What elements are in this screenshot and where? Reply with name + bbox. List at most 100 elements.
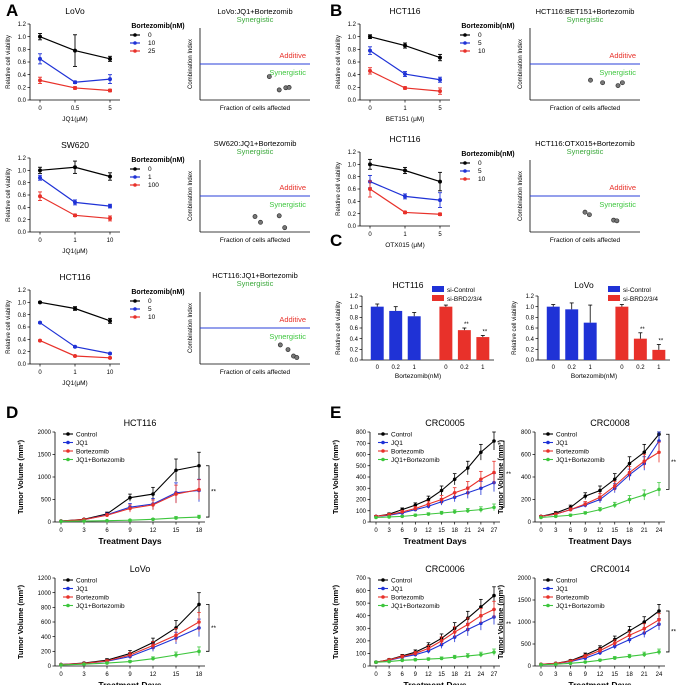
data-point xyxy=(642,626,647,631)
data-point xyxy=(439,488,444,493)
data-point xyxy=(108,355,112,360)
y-tick-label: 0.8 xyxy=(18,181,27,187)
data-point xyxy=(492,593,496,598)
legend-label: Control xyxy=(76,578,98,585)
x-tick-label: 9 xyxy=(128,528,132,534)
data-point xyxy=(400,654,405,659)
legend-label: 0 xyxy=(478,32,482,39)
x-tick-label: 1 xyxy=(73,238,77,244)
data-point xyxy=(73,213,77,218)
legend-swatch xyxy=(608,286,620,292)
x-tick-label: 1 xyxy=(403,106,407,112)
significance-bracket xyxy=(501,595,505,653)
data-point xyxy=(387,515,391,519)
x-tick-label: 0 xyxy=(38,106,42,112)
x-tick-label: 24 xyxy=(478,528,485,534)
y-tick-label: 100 xyxy=(356,652,367,658)
data-point xyxy=(151,492,155,496)
additive-label: Additive xyxy=(279,183,306,192)
series-line xyxy=(375,506,495,519)
data-point xyxy=(151,517,155,522)
data-point xyxy=(426,497,431,502)
y-tick-label: 200 xyxy=(356,639,367,645)
x-axis-label: Treatment Days xyxy=(98,680,162,685)
data-point xyxy=(439,656,444,661)
data-point xyxy=(583,660,588,664)
legend-marker xyxy=(546,457,550,462)
legend-marker xyxy=(66,449,70,453)
data-point xyxy=(439,639,444,643)
y-tick-label: 0 xyxy=(363,520,367,526)
x-tick-label: 3 xyxy=(82,672,86,678)
data-point xyxy=(642,652,647,657)
data-point xyxy=(657,487,661,492)
y-tick-label: 0.2 xyxy=(348,212,357,218)
x-tick-label: 1 xyxy=(403,232,407,238)
chart-title: HCT116:OTX015+Bortezomib xyxy=(535,139,635,148)
data-point xyxy=(539,662,543,667)
ci-point xyxy=(588,77,593,83)
data-point xyxy=(73,80,77,85)
y-axis-label: Tumor Volume (mm³) xyxy=(16,439,25,514)
x-axis-label: Fraction of cells affected xyxy=(220,237,291,244)
legend-marker xyxy=(463,177,467,181)
x-tick-label: 0.2 xyxy=(392,365,401,371)
data-point xyxy=(479,507,483,512)
significance-bracket xyxy=(206,604,210,652)
x-tick-label: 0 xyxy=(374,528,378,534)
y-tick-label: 1.2 xyxy=(526,294,535,300)
x-tick-label: 3 xyxy=(387,672,391,678)
legend-marker xyxy=(381,603,385,608)
series-line xyxy=(39,301,111,322)
x-tick-label: 24 xyxy=(478,672,485,678)
legend-label: JQ1+Bortezomib xyxy=(556,603,605,610)
y-tick-label: 0.8 xyxy=(526,316,535,322)
data-point xyxy=(128,518,132,522)
legend-label: JQ1+Bortezomib xyxy=(76,457,125,464)
chart-title: HCT116 xyxy=(389,6,420,16)
x-axis-label: Fraction of cells affected xyxy=(220,369,291,376)
ci-chart: SW620:JQ1+BortezomibSynergisticAdditiveS… xyxy=(188,139,310,244)
data-point xyxy=(38,194,42,199)
x-tick-label: 6 xyxy=(401,672,405,678)
y-tick-label: 300 xyxy=(356,486,367,492)
legend-marker xyxy=(133,183,137,187)
legend-label: JQ1 xyxy=(391,440,403,447)
y-tick-label: 600 xyxy=(356,589,367,595)
y-axis-label: Tumor Volume (mm³) xyxy=(16,584,25,659)
data-point xyxy=(38,168,42,173)
data-point xyxy=(627,461,632,466)
data-point xyxy=(38,300,42,305)
y-axis-label: Relative cell viability xyxy=(6,300,12,354)
y-tick-label: 500 xyxy=(356,601,367,607)
y-tick-label: 600 xyxy=(356,453,367,459)
y-tick-label: 1.0 xyxy=(18,301,27,307)
x-tick-label: 15 xyxy=(173,672,180,678)
y-tick-label: 1.2 xyxy=(348,150,357,156)
data-point xyxy=(465,486,470,491)
legend-marker xyxy=(546,578,550,582)
y-tick-label: 0.2 xyxy=(350,348,359,354)
data-point xyxy=(368,162,372,167)
legend-marker xyxy=(546,449,550,453)
data-point xyxy=(403,168,407,173)
legend-label: JQ1+Bortezomib xyxy=(391,603,440,610)
y-tick-label: 0.0 xyxy=(348,224,357,230)
x-axis-label: JQ1(μM) xyxy=(62,248,87,255)
legend-marker xyxy=(381,595,385,599)
x-tick-label: 1 xyxy=(481,365,485,371)
data-point xyxy=(465,466,470,470)
chart-subtitle: Synergistic xyxy=(567,147,604,156)
y-tick-label: 0.4 xyxy=(348,73,357,79)
legend-label: JQ1 xyxy=(76,586,88,593)
x-axis-label: Fraction of cells affected xyxy=(550,237,621,244)
legend-label: Bortezomib xyxy=(391,449,424,456)
data-point xyxy=(105,518,109,523)
chart-title: CRC0014 xyxy=(590,564,630,574)
y-tick-label: 1500 xyxy=(38,453,52,459)
legend-label: JQ1+Bortezomib xyxy=(76,603,125,610)
y-tick-label: 500 xyxy=(41,498,52,504)
data-point xyxy=(400,658,405,663)
viability-chart: LoVo 0.0 0.2 0.4 0.6 0.8 1.0 1.2 0 0.5 5 JQ1(μM) Rel… xyxy=(6,6,185,123)
data-point xyxy=(105,513,109,518)
